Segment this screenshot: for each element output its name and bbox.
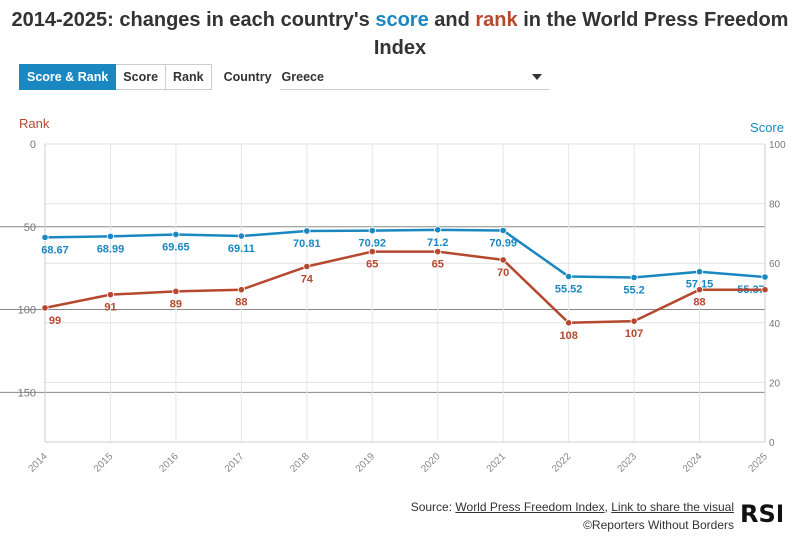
rank-point — [434, 248, 442, 256]
chart-footer: Source: World Press Freedom Index, Link … — [411, 498, 734, 534]
chevron-down-icon — [531, 73, 542, 80]
score-point — [565, 272, 573, 281]
right-tick-label: 80 — [769, 200, 781, 211]
rank-data-label: 70 — [497, 267, 509, 279]
x-tick-label: 2018 — [288, 451, 312, 475]
score-point — [761, 273, 769, 281]
x-tick-label: 2017 — [223, 451, 247, 475]
right-tick-label: 100 — [769, 140, 786, 151]
title-score-word: score — [375, 9, 429, 31]
rank-point — [172, 287, 180, 295]
right-tick-label: 60 — [769, 259, 781, 270]
rank-point — [237, 286, 245, 294]
score-data-label: 69.65 — [162, 241, 190, 253]
left-tick-label: 150 — [18, 387, 36, 399]
line-chart: Rank Score 0 50 100 150 0 20 40 60 80 100 2014 2015 20… — [0, 116, 786, 475]
rank-data-label: 88 — [235, 297, 247, 309]
rank-data-label: 108 — [559, 330, 577, 342]
rank-data-label: 74 — [301, 274, 314, 286]
left-tick-label: 0 — [30, 139, 36, 151]
rsf-logo: RSF — [740, 500, 782, 527]
score-point — [434, 226, 442, 234]
rank-point — [106, 291, 115, 299]
country-label: Country — [223, 70, 272, 84]
score-data-label: 68.99 — [97, 243, 125, 255]
score-button[interactable]: Score — [116, 64, 167, 90]
right-tick-label: 0 — [769, 438, 775, 449]
score-point — [237, 232, 245, 240]
rank-data-label: 91 — [104, 302, 116, 314]
rank-data-label: 65 — [432, 259, 444, 271]
rank-point — [630, 317, 638, 325]
x-tick-label: 2022 — [550, 451, 574, 475]
score-data-label: 71.2 — [427, 237, 448, 249]
score-point — [303, 227, 311, 235]
source-link[interactable]: World Press Freedom Index — [455, 500, 605, 514]
score-point — [172, 230, 180, 239]
rank-data-label: 65 — [366, 259, 378, 271]
score-data-label: 70.99 — [489, 237, 517, 249]
copyright-text: ©Reporters Without Borders — [583, 518, 734, 532]
score-data-label: 57.15 — [686, 279, 714, 291]
score-data-label: 68.67 — [41, 244, 69, 256]
score-point — [695, 268, 704, 276]
x-tick-label: 2019 — [354, 451, 378, 475]
score-data-label: 70.81 — [293, 238, 321, 250]
rsf-logo-text: RSF — [740, 500, 782, 527]
rank-data-label: 107 — [625, 328, 643, 340]
score-and-rank-button[interactable]: Score & Rank — [19, 64, 117, 90]
country-select-value: Greece — [281, 69, 324, 84]
share-link[interactable]: Link to share the visual — [611, 500, 734, 514]
rank-data-label: 89 — [170, 298, 182, 310]
rank-point — [303, 262, 311, 271]
chart-title: 2014-2025: changes in each country's sco… — [0, 6, 800, 62]
score-data-label: 55.2 — [623, 285, 644, 297]
x-tick-label: 2024 — [681, 451, 705, 475]
title-rank-word: rank — [475, 9, 518, 31]
right-axis-title: Score — [750, 120, 784, 135]
x-tick-label: 2021 — [485, 451, 509, 475]
right-tick-label: 20 — [769, 378, 781, 389]
x-tick-label: 2015 — [92, 451, 116, 475]
title-part-2: and — [428, 9, 476, 31]
score-point — [106, 232, 115, 241]
score-data-label: 70.92 — [359, 238, 387, 250]
rank-point — [368, 248, 376, 256]
left-axis-title: Rank — [19, 116, 50, 131]
score-series-line — [44, 228, 766, 279]
x-tick-label: 2014 — [26, 451, 50, 475]
score-data-label: 69.11 — [228, 243, 255, 255]
score-point — [41, 233, 49, 241]
rank-point — [565, 319, 573, 327]
rank-point — [41, 304, 49, 312]
source-line: Source: World Press Freedom Index, Link … — [411, 498, 734, 516]
country-select[interactable]: Greece — [279, 64, 550, 90]
rank-data-label: 99 — [49, 315, 61, 327]
score-point — [499, 226, 507, 235]
right-tick-label: 40 — [769, 319, 781, 330]
source-prefix: Source: — [410, 500, 456, 514]
source-separator: , — [604, 500, 612, 514]
rank-series-line — [44, 250, 765, 325]
x-tick-label: 2025 — [746, 451, 770, 475]
score-data-label: 55.52 — [555, 284, 583, 296]
chart-controls: Score & Rank Score Rank Country Greece — [19, 64, 550, 90]
rank-point — [695, 286, 704, 294]
rank-data-label: 88 — [693, 297, 705, 309]
score-point — [368, 227, 376, 235]
title-part-1: 2014-2025: changes in each country's — [11, 9, 376, 31]
x-tick-label: 2016 — [157, 451, 181, 475]
left-tick-label: 50 — [24, 222, 36, 234]
rank-button[interactable]: Rank — [166, 64, 212, 90]
title-part-3: in the World Press Freedom Index — [373, 9, 789, 59]
rank-point — [499, 256, 507, 264]
x-tick-label: 2023 — [616, 451, 640, 475]
left-tick-label: 100 — [18, 305, 36, 317]
score-point — [630, 273, 638, 282]
rank-point — [761, 286, 769, 294]
x-tick-label: 2020 — [419, 451, 443, 475]
